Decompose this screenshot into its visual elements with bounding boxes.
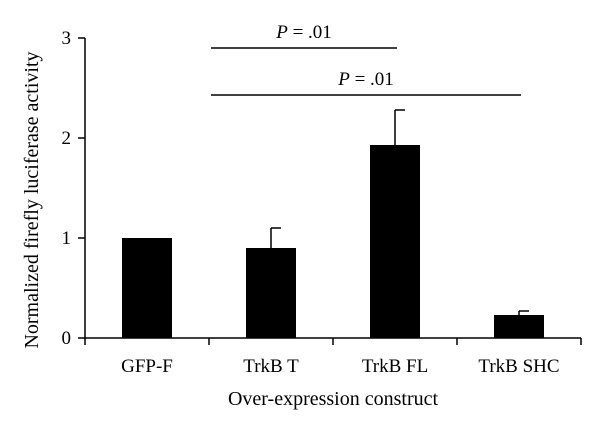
bar (246, 248, 296, 338)
y-tick-label: 3 (62, 28, 72, 49)
bar (122, 238, 172, 338)
x-tick-label: TrkB SHC (478, 356, 559, 377)
y-tick-label: 0 (62, 328, 72, 349)
x-tick-label: TrkB FL (362, 356, 428, 377)
bar (370, 145, 420, 338)
x-tick-label: GFP-F (121, 356, 173, 377)
bars (122, 109, 544, 338)
y-axis-title: Normalized firefly luciferase activity (21, 51, 43, 348)
y-tick-label: 2 (62, 128, 72, 149)
x-tick-label: TrkB T (243, 356, 299, 377)
annotations: P = .01 P = .01 (211, 22, 521, 96)
bar (494, 315, 544, 338)
significance-label: P = .01 (275, 22, 332, 43)
y-tick-label: 1 (62, 228, 72, 249)
x-axis-title: Over-expression construct (228, 388, 439, 410)
significance-label: P = .01 (337, 69, 394, 90)
